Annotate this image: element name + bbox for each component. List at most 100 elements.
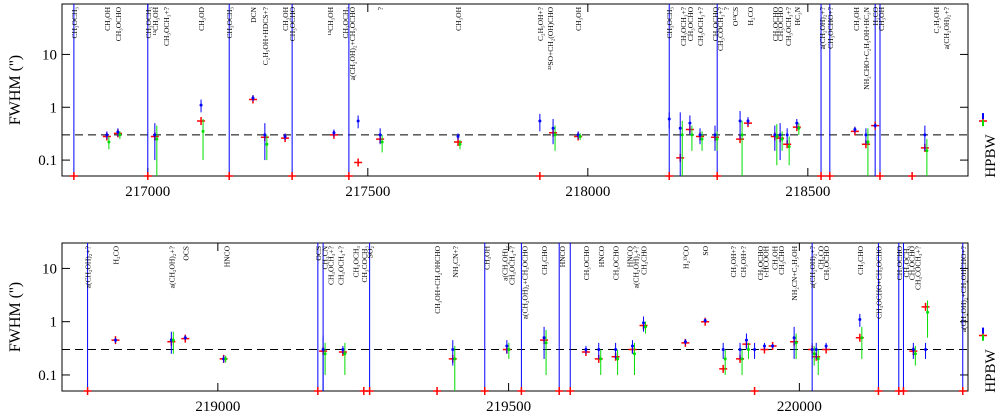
- data-point: [738, 348, 742, 352]
- line-label: a(CH₂OH)₂+CH₃OCHO: [348, 6, 357, 80]
- line-label: H₂CO: [111, 245, 120, 264]
- x-tick-label: 217500: [345, 184, 390, 200]
- line-label: CH₃OCHO: [612, 245, 621, 280]
- line-label: ?: [376, 6, 385, 10]
- fit-marker: [566, 387, 575, 395]
- fit-marker: [719, 364, 728, 373]
- data-point: [778, 133, 782, 137]
- line-label: H₂CO: [746, 6, 755, 25]
- line-label: CH₃CHO: [540, 245, 549, 274]
- data-point: [924, 348, 928, 352]
- line-label: a(CH₂OH)₂+?: [818, 6, 827, 49]
- fit-marker: [958, 387, 967, 395]
- data-point: [787, 145, 791, 149]
- line-label: NH₂CN+?: [451, 245, 460, 277]
- data-point: [925, 149, 929, 153]
- line-label: CH₃CHO: [856, 245, 865, 274]
- data-point: [632, 352, 636, 356]
- data-point: [283, 134, 287, 138]
- data-point: [343, 352, 347, 356]
- y-tick-label: 10: [42, 261, 57, 277]
- data-point: [780, 137, 784, 141]
- y-tick-label: 0.1: [38, 368, 57, 384]
- data-point: [644, 325, 648, 329]
- y-tick-label: 10: [42, 47, 57, 63]
- fit-marker: [197, 116, 206, 125]
- line-label: C₂H₅OH: [932, 6, 941, 33]
- y-tick-label: 1: [50, 315, 58, 331]
- line-label: CH₃OCHO: [908, 245, 917, 280]
- y-tick-label: 1: [50, 100, 58, 116]
- plot-frame: [61, 3, 969, 177]
- data-point: [155, 137, 159, 141]
- x-tick-label: 218500: [785, 184, 830, 200]
- data-point: [642, 321, 646, 325]
- fit-marker: [665, 172, 674, 180]
- fit-marker: [69, 172, 78, 180]
- line-label: CH₃OCHO+CH₃OCHO: [874, 245, 883, 318]
- line-label: CH₃OCH₃+?: [784, 6, 793, 46]
- data-point: [341, 348, 345, 352]
- line-label: HNCO: [626, 245, 635, 267]
- line-label: t-HCOOH: [762, 245, 771, 277]
- data-point: [703, 319, 707, 323]
- line-label: CH₃OCH₃+?: [162, 6, 171, 46]
- data-point: [688, 121, 692, 125]
- data-point: [762, 344, 766, 348]
- x-tick-label: 217000: [125, 184, 170, 200]
- data-point: [700, 137, 704, 141]
- data-point: [715, 137, 719, 141]
- data-point: [171, 338, 175, 342]
- data-point: [740, 357, 744, 361]
- line-label: a(CH₂OH)₂+?: [84, 245, 93, 288]
- data-point: [771, 344, 775, 348]
- line-label: CH₃OCHO: [776, 6, 785, 41]
- line-label: DCN: [249, 6, 258, 22]
- line-label: CH₃CN: [320, 245, 329, 269]
- line-label: ¹³CH₃OH: [151, 6, 160, 35]
- line-label: HC₃N: [793, 6, 802, 25]
- line-label: OCS: [314, 246, 323, 261]
- data-point: [551, 126, 555, 130]
- line-label: CH₃OCHO: [114, 6, 123, 41]
- fit-marker: [225, 172, 234, 180]
- line-label: HNCO: [558, 245, 567, 267]
- line-label: CH₃OCH₃: [341, 7, 350, 39]
- fit-marker: [555, 387, 564, 395]
- fit-marker: [354, 158, 363, 167]
- data-point: [542, 336, 546, 340]
- line-label: CH₃OCHO: [771, 6, 780, 41]
- line-label: CH₃OH+?: [729, 245, 738, 277]
- line-label: CH₂CO: [816, 245, 825, 269]
- fit-marker: [875, 172, 884, 180]
- line-label: CH₃CHO: [640, 245, 649, 274]
- data-point: [744, 338, 748, 342]
- line-label: CH₃COCH₃+?: [716, 6, 725, 51]
- fit-marker: [83, 387, 92, 395]
- data-point: [814, 348, 818, 352]
- line-label: CH₃OH: [852, 6, 861, 30]
- data-point: [913, 352, 917, 356]
- data-point: [597, 348, 601, 352]
- line-label: CH₃OCHO: [686, 6, 695, 41]
- line-label: C₂H₅OH+HDCS+?: [261, 6, 270, 65]
- y-axis-label: FWHM (''): [7, 55, 24, 125]
- data-point: [667, 117, 671, 121]
- data-point: [775, 134, 779, 138]
- line-label: CH₃OCH₃+?: [337, 245, 346, 285]
- data-point: [183, 336, 187, 340]
- data-point: [105, 133, 109, 137]
- line-label: CH₃OCHO: [756, 245, 765, 280]
- data-point: [224, 357, 228, 361]
- fit-marker: [344, 172, 353, 180]
- data-point: [107, 140, 111, 144]
- data-point: [873, 124, 877, 128]
- x-tick-label: 220000: [777, 399, 822, 415]
- line-label: CH₃OH: [281, 6, 290, 30]
- data-point: [599, 357, 603, 361]
- data-point: [321, 348, 325, 352]
- data-point: [265, 142, 269, 146]
- data-point: [118, 133, 122, 137]
- line-label: CH₃OCHO: [288, 6, 297, 41]
- fit-marker: [365, 387, 374, 395]
